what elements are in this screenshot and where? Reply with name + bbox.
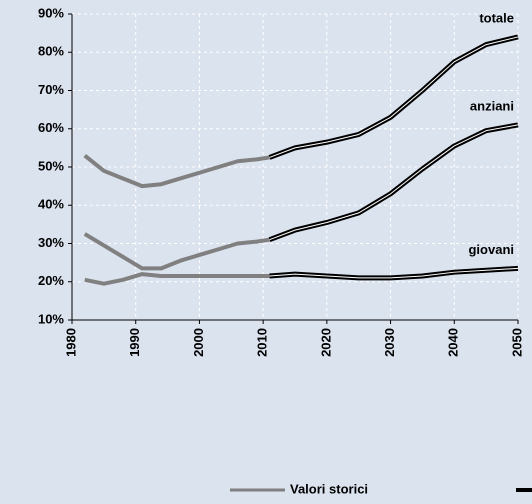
x-tick-label: 2020 <box>318 328 333 357</box>
x-tick-label: 2000 <box>191 328 206 357</box>
line-label: anziani <box>470 98 514 113</box>
x-tick-label: 2030 <box>382 328 397 357</box>
series-line-inner <box>269 267 519 279</box>
y-tick-label: 50% <box>38 158 64 173</box>
series-line <box>84 272 270 286</box>
line-label: totale <box>479 10 514 25</box>
y-tick-label: 40% <box>38 197 64 212</box>
y-tick-label: 30% <box>38 235 64 250</box>
series-line <box>268 122 519 243</box>
series-line <box>268 34 519 160</box>
y-tick-label: 80% <box>38 44 64 59</box>
x-tick-label: 2050 <box>509 328 524 357</box>
series-line <box>83 232 270 271</box>
series-line <box>83 153 270 189</box>
y-tick-label: 60% <box>38 120 64 135</box>
x-tick-label: 2010 <box>255 328 270 357</box>
y-tick-label: 20% <box>38 273 64 288</box>
y-tick-label: 10% <box>38 311 64 326</box>
x-tick-label: 2040 <box>446 328 461 357</box>
y-tick-label: 70% <box>38 82 64 97</box>
line-label: giovani <box>468 242 514 257</box>
legend-label: Valori storici <box>290 481 368 496</box>
x-tick-label: 1990 <box>127 328 142 357</box>
series-line-inner <box>269 124 519 241</box>
y-tick-label: 90% <box>38 5 64 20</box>
series-line <box>269 265 519 281</box>
series-line-inner <box>269 36 519 158</box>
x-tick-label: 1980 <box>63 328 78 357</box>
